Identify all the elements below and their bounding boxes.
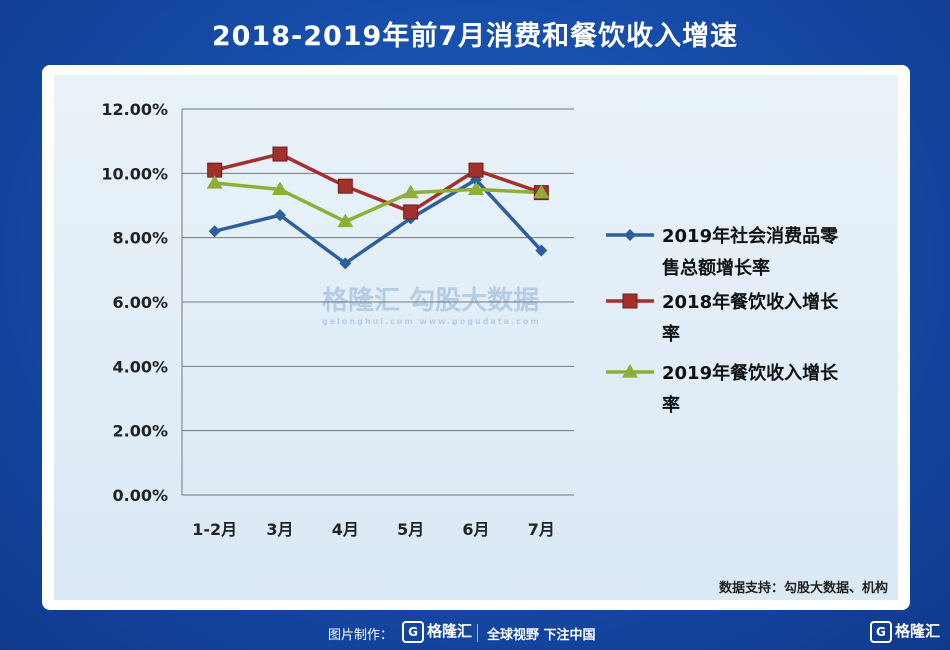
corner-logo: G 格隆汇	[869, 620, 940, 643]
y-tick-label: 8.00%	[112, 229, 168, 248]
legend-label-2: 率	[662, 323, 680, 345]
watermark-brand-url: gelonghui.com	[322, 317, 415, 326]
legend-marker-2	[622, 293, 638, 309]
chart-area	[54, 75, 898, 600]
x-tick-label: 3月	[266, 520, 293, 539]
data-point-s2	[272, 146, 288, 162]
footer-divider	[477, 624, 478, 642]
x-tick-label: 6月	[462, 520, 489, 539]
footer-credit: 图片制作：	[328, 628, 394, 643]
x-tick-label: 1-2月	[192, 520, 237, 539]
corner-logo-text: 格隆汇	[894, 622, 940, 640]
y-tick-label: 10.00%	[101, 164, 168, 183]
series-line-2	[214, 152, 542, 214]
legend-label-2: 2018年餐饮收入增长	[662, 291, 839, 313]
brand-logo-icon: G	[402, 620, 424, 643]
footer-slogan: 全球视野 下注中国	[487, 628, 596, 643]
data-point-s1	[535, 244, 548, 257]
source-note: 数据支持：勾股大数据、机构	[718, 581, 888, 596]
y-tick-label: 6.00%	[112, 293, 168, 312]
series-line-3	[214, 181, 542, 224]
data-point-s2	[468, 162, 484, 178]
x-tick-label: 7月	[528, 520, 555, 539]
page-title: 2018-2019年前7月消费和餐饮收入增速	[211, 21, 739, 52]
data-point-s1	[274, 209, 286, 222]
x-tick-label: 4月	[332, 520, 359, 539]
legend-label-1: 售总额增长率	[662, 257, 770, 279]
line-chart: 0.00% 2.00% 4.00% 6.00% 8.00% 10.00% 12.00% 1-2…	[101, 100, 839, 539]
y-tick-label: 2.00%	[112, 422, 168, 441]
data-point-s3	[206, 174, 223, 189]
data-point-s2	[337, 178, 353, 194]
footer-logo: G 格隆汇	[402, 620, 472, 643]
data-point-s1	[470, 173, 482, 186]
legend-label-1: 2019年社会消费品零	[662, 225, 839, 247]
data-point-s3	[337, 213, 354, 228]
watermark-partner-url: www.gogudata.com	[419, 317, 541, 326]
watermark-brand: 格隆汇	[322, 286, 401, 316]
data-point-s3	[468, 181, 484, 196]
legend-label-3: 率	[662, 394, 680, 416]
data-point-s3	[402, 184, 419, 199]
data-point-s1	[208, 225, 221, 238]
y-tick-label: 12.00%	[101, 100, 168, 119]
chart-card: 格隆汇 勾股大数据 gelonghui.com www.gogudata.com…	[42, 65, 910, 610]
data-point-s3	[533, 184, 550, 199]
watermark-partner: 勾股大数据	[409, 286, 540, 316]
series-line-1	[214, 177, 543, 266]
data-point-s2	[403, 204, 419, 220]
legend-marker-1	[624, 229, 636, 241]
y-tick-label: 0.00%	[112, 486, 168, 505]
watermark: 格隆汇 勾股大数据 gelonghui.com www.gogudata.com	[322, 280, 541, 326]
legend-marker-3	[622, 364, 638, 378]
footer: 图片制作： G 格隆汇 全球视野 下注中国 G 格隆汇	[0, 616, 950, 650]
y-tick-label: 4.00%	[112, 357, 168, 376]
corner-logo-icon: G	[869, 620, 892, 643]
data-point-s3	[272, 181, 288, 196]
footer-logo-text: 格隆汇	[427, 622, 473, 640]
data-point-s1	[339, 257, 352, 270]
x-tick-label: 5月	[397, 520, 424, 539]
legend-label-3: 2019年餐饮收入增长	[662, 362, 839, 384]
